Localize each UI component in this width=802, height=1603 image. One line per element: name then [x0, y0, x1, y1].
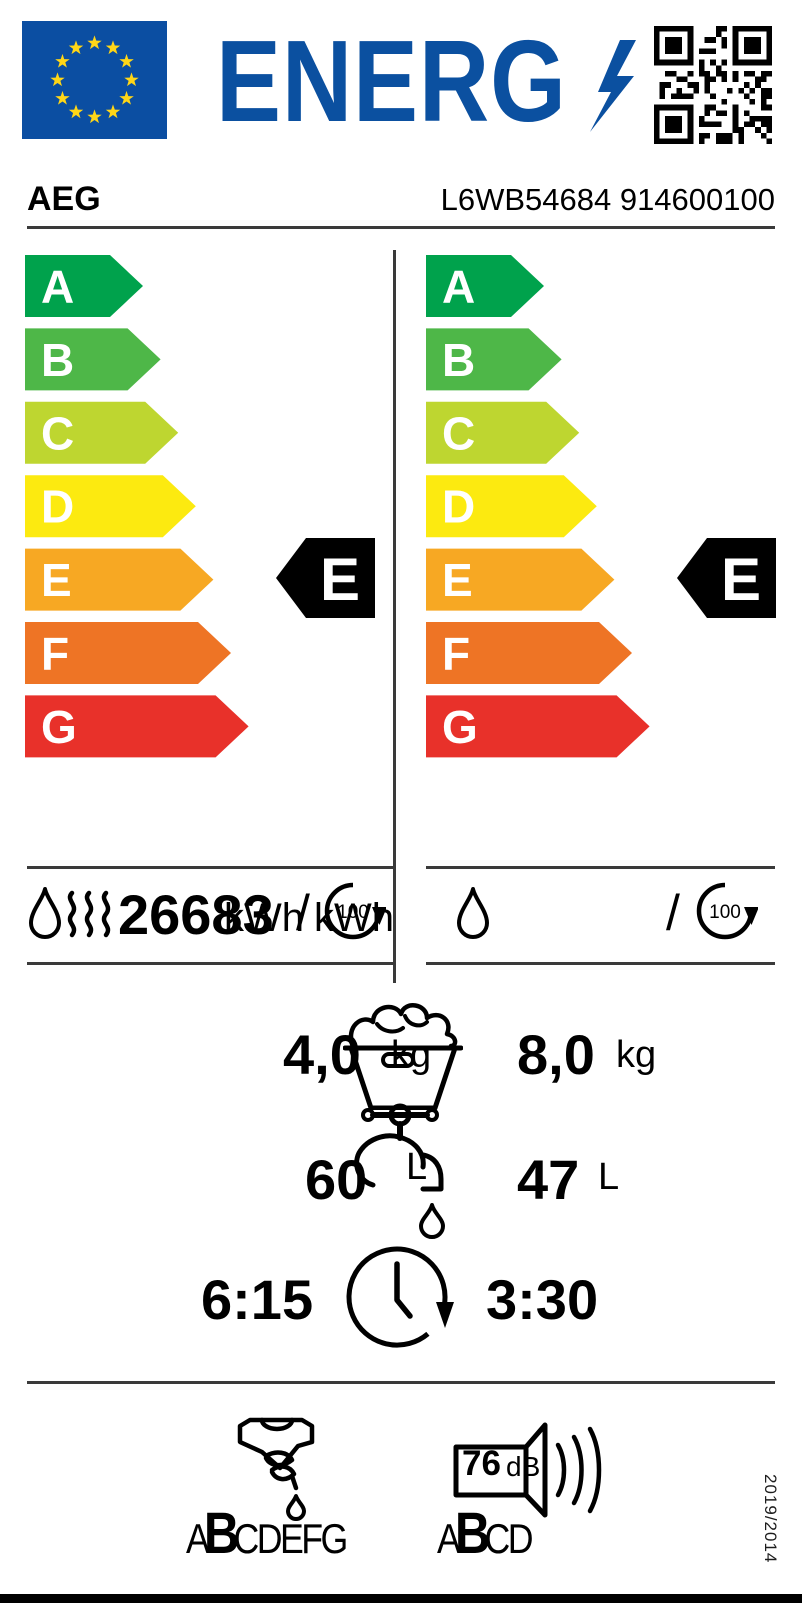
eu-flag-icon — [22, 21, 167, 139]
water-complete-unit: L — [406, 1146, 428, 1188]
svg-text:F: F — [41, 628, 69, 680]
svg-text:G: G — [41, 701, 77, 753]
duration-clock-icon — [346, 1246, 454, 1348]
class-letter-e: E — [280, 1515, 304, 1562]
capacity-wash-unit: kg — [616, 1034, 657, 1076]
svg-text:F: F — [442, 628, 470, 680]
capacity-wash-value: 8,0 — [517, 1023, 595, 1086]
class-letter-b: B — [203, 1501, 240, 1566]
svg-text:E: E — [442, 554, 473, 606]
svg-text:A: A — [41, 261, 74, 313]
svg-text:C: C — [442, 407, 475, 459]
left-consumption-bottom-line — [27, 962, 393, 965]
header-divider — [27, 226, 775, 229]
class-letter-f: F — [301, 1515, 323, 1562]
svg-text:B: B — [41, 334, 74, 386]
class-letter-a: A — [437, 1515, 461, 1562]
water-drop-icon — [29, 887, 61, 939]
left-consumption-top-line — [27, 866, 393, 869]
energy-unit-overlap-label: kWh — [314, 896, 394, 940]
cycles-count: 100 — [337, 902, 369, 923]
water-complete-value: 60 — [305, 1148, 368, 1211]
per-100-cycles-icon: 100 — [324, 882, 386, 940]
lightning-bolt-icon — [590, 40, 636, 132]
noise-class-scale: ABCD — [437, 1505, 534, 1563]
class-letter-c: C — [233, 1515, 260, 1562]
svg-text:B: B — [442, 334, 475, 386]
svg-text:C: C — [41, 407, 74, 459]
energ-logo-text: ENERG — [216, 16, 567, 146]
svg-text:D: D — [442, 481, 475, 533]
regulation-number: 2019/2014 — [761, 1474, 780, 1564]
supplier-brand: AEG — [27, 180, 101, 218]
duration-complete-value: 6:15 — [201, 1268, 314, 1331]
right-consumption-top-line — [426, 866, 775, 869]
per-slash: / — [296, 885, 310, 941]
laundry-basket-icon — [343, 1003, 463, 1110]
per-slash: / — [666, 885, 680, 941]
capacity-dry-value: 4,0 — [283, 1023, 361, 1086]
energy-consumption-value: 26683 — [118, 883, 274, 946]
water-wash-unit: L — [598, 1156, 620, 1198]
column-divider — [393, 250, 396, 983]
svg-text:E: E — [721, 546, 761, 613]
per-100-cycles-icon: 100 — [696, 882, 758, 940]
capacity-dry-unit: kg — [391, 1034, 432, 1076]
bottom-section-divider — [27, 1381, 775, 1384]
noise-speaker-icon — [453, 1422, 602, 1518]
svg-text:D: D — [41, 481, 74, 533]
cycles-count: 100 — [709, 902, 741, 923]
model-identifier: L6WB54684 914600100 — [440, 182, 775, 217]
heat-waves-icon — [67, 890, 111, 938]
class-letter-d: D — [507, 1515, 534, 1562]
spin-dry-icon — [237, 1417, 315, 1521]
noise-unit: dB — [506, 1451, 541, 1482]
class-letter-d: D — [256, 1515, 283, 1562]
right-consumption-bottom-line — [426, 962, 775, 965]
class-letter-a: A — [186, 1515, 210, 1562]
noise-value: 76 — [462, 1444, 501, 1483]
svg-text:G: G — [442, 701, 478, 753]
class-letter-g: G — [320, 1515, 349, 1562]
water-drop-icon — [457, 887, 489, 939]
qr-code — [654, 26, 772, 144]
class-letter-c: C — [484, 1515, 511, 1562]
bottom-bar — [0, 1594, 802, 1603]
energy-unit-label: kWh — [224, 896, 304, 940]
spin-class-scale: ABCDEFG — [186, 1505, 349, 1563]
class-letter-b: B — [454, 1501, 491, 1566]
water-wash-value: 47 — [517, 1148, 580, 1211]
svg-text:A: A — [442, 261, 475, 313]
duration-wash-value: 3:30 — [486, 1268, 599, 1331]
svg-text:E: E — [320, 546, 360, 613]
water-tap-icon — [354, 1103, 445, 1239]
svg-text:E: E — [41, 554, 72, 606]
